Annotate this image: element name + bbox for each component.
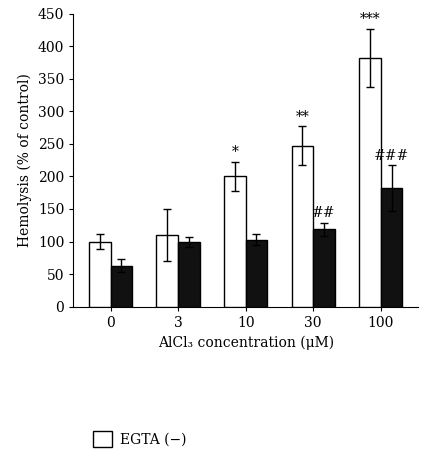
Bar xyxy=(291,146,313,307)
X-axis label: AlCl₃ concentration (μM): AlCl₃ concentration (μM) xyxy=(157,335,333,350)
Legend: EGTA (−), EGTA (+): EGTA (−), EGTA (+) xyxy=(87,425,192,451)
Bar xyxy=(156,235,178,307)
Bar xyxy=(224,176,245,307)
Bar xyxy=(245,239,267,307)
Bar xyxy=(380,188,402,307)
Bar xyxy=(111,266,132,307)
Text: **: ** xyxy=(295,110,309,124)
Text: ***: *** xyxy=(359,12,379,26)
Bar xyxy=(89,242,111,307)
Text: ##: ## xyxy=(312,206,335,220)
Text: *: * xyxy=(231,146,238,160)
Bar xyxy=(178,242,199,307)
Bar xyxy=(313,229,334,307)
Text: ###: ### xyxy=(373,149,408,163)
Y-axis label: Hemolysis (% of control): Hemolysis (% of control) xyxy=(18,73,32,247)
Bar xyxy=(358,58,380,307)
